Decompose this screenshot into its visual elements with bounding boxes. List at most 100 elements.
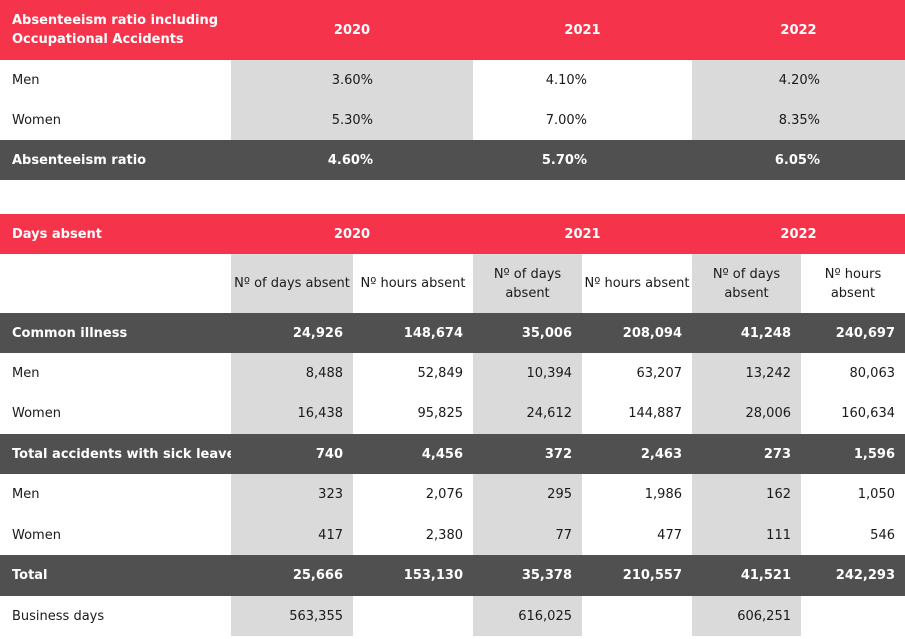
days-absent-table: Days absent 2020 2021 2022 Nº of days ab…	[0, 214, 905, 636]
ratio-cell: 3.60%	[231, 60, 473, 100]
hours-value-cell: 80,063	[849, 365, 896, 381]
days-value-cell: 28,006	[692, 393, 801, 434]
ratio-cell: 5.70%	[473, 140, 692, 180]
days-value-cell: 35,006	[473, 313, 582, 353]
subheader-hours: Nº hours absent	[824, 266, 882, 301]
subheader-days: Nº of days absent	[692, 254, 801, 313]
days-value-cell: 13,242	[692, 353, 801, 393]
days-table-body: Common illness 24,926 148,674 35,006 208,094…	[0, 313, 905, 636]
days-value-cell: 563,355	[231, 596, 353, 636]
hours-value-cell	[801, 596, 905, 636]
row-label: Women	[12, 406, 61, 421]
hours-value-cell: 144,887	[628, 406, 682, 421]
row-label: Men	[12, 487, 40, 502]
days-year-2022: 2022	[692, 214, 905, 254]
row-label: Women	[12, 527, 61, 543]
days-value-cell: 740	[231, 434, 353, 474]
hours-value-cell: 546	[870, 527, 895, 543]
days-table-title: Days absent	[0, 214, 231, 254]
days-year-2020: 2020	[231, 214, 473, 254]
hours-value-cell: 210,557	[582, 555, 692, 596]
days-row: Total accidents with sick leave 740 4,456 3…	[0, 434, 905, 474]
days-value-cell: 606,251	[692, 596, 801, 636]
days-row: Total 25,666 153,130 35,378 210,557 41,521 242…	[0, 555, 905, 596]
ratio-row-women: Women 5.30% 7.00% 8.35%	[0, 100, 905, 140]
days-value-cell: 41,248	[692, 313, 801, 353]
subheader-hours: Nº hours absent	[584, 276, 690, 291]
days-row: Business days 563,355 616,025 606,251	[0, 596, 905, 636]
absenteeism-ratio-table: Absenteeism ratio including Occupational…	[0, 0, 905, 180]
ratio-header-row: Absenteeism ratio including Occupational…	[0, 0, 905, 60]
days-value-cell: 10,394	[473, 353, 582, 393]
ratio-cell: 6.05%	[692, 140, 905, 180]
days-value-cell: 372	[473, 434, 582, 474]
days-value-cell: 24,612	[473, 393, 582, 434]
days-subheader-row: Nº of days absent Nº hours absent Nº of …	[0, 254, 905, 313]
hours-value-cell	[582, 596, 692, 636]
days-value-cell: 16,438	[231, 393, 353, 434]
ratio-cell: 8.35%	[692, 100, 905, 140]
ratio-total-row: Absenteeism ratio 4.60% 5.70% 6.05%	[0, 140, 905, 180]
row-label: Total accidents with sick leave	[0, 434, 231, 474]
days-value-cell: 273	[692, 434, 801, 474]
days-value-cell: 616,025	[473, 596, 582, 636]
row-label: Total	[0, 555, 231, 596]
ratio-year-2022: 2022	[692, 0, 905, 60]
hours-value-cell: 4,456	[353, 434, 473, 474]
hours-value-cell: 242,293	[801, 555, 905, 596]
hours-value-cell: 1,050	[857, 487, 895, 502]
hours-value-cell: 160,634	[841, 406, 895, 421]
ratio-table-title: Absenteeism ratio including Occupational…	[0, 0, 231, 60]
days-header-row: Days absent 2020 2021 2022	[0, 214, 905, 254]
days-value-cell: 295	[473, 474, 582, 515]
days-value-cell: 35,378	[473, 555, 582, 596]
hours-value-cell	[353, 596, 473, 636]
empty-cell	[0, 254, 231, 313]
hours-value-cell: 153,130	[353, 555, 473, 596]
row-label: Absenteeism ratio	[0, 140, 231, 180]
days-value-cell: 8,488	[231, 353, 353, 393]
row-label: Women	[12, 112, 61, 128]
subheader-hours: Nº hours absent	[360, 276, 466, 291]
ratio-cell: 4.10%	[545, 72, 587, 88]
days-value-cell: 41,521	[692, 555, 801, 596]
days-value-cell: 162	[692, 474, 801, 515]
hours-value-cell: 95,825	[417, 406, 464, 421]
hours-value-cell: 63,207	[636, 365, 683, 381]
subheader-days: Nº of days absent	[231, 254, 353, 313]
ratio-cell: 7.00%	[545, 112, 587, 128]
days-value-cell: 111	[692, 515, 801, 555]
hours-value-cell: 2,380	[425, 527, 463, 543]
hours-value-cell: 2,463	[582, 434, 692, 474]
days-row: Common illness 24,926 148,674 35,006 208,094…	[0, 313, 905, 353]
row-label: Men	[12, 365, 40, 381]
ratio-cell: 4.60%	[231, 140, 473, 180]
row-label: Men	[12, 72, 40, 88]
days-row: Women 16,438 95,825 24,612 144,887 28,006 160,…	[0, 393, 905, 434]
hours-value-cell: 1,986	[644, 487, 682, 502]
days-row: Men 8,488 52,849 10,394 63,207 13,242 80,063	[0, 353, 905, 393]
subheader-days: Nº of days absent	[473, 254, 582, 313]
hours-value-cell: 240,697	[801, 313, 905, 353]
ratio-year-2020: 2020	[231, 0, 473, 60]
ratio-year-2021: 2021	[473, 0, 692, 60]
ratio-row-men: Men 3.60% 4.10% 4.20%	[0, 60, 905, 100]
ratio-cell: 5.30%	[231, 100, 473, 140]
days-year-2021: 2021	[473, 214, 692, 254]
days-value-cell: 417	[231, 515, 353, 555]
days-row: Women 417 2,380 77 477 111 546	[0, 515, 905, 555]
hours-value-cell: 1,596	[801, 434, 905, 474]
hours-value-cell: 208,094	[582, 313, 692, 353]
days-row: Men 323 2,076 295 1,986 162 1,050	[0, 474, 905, 515]
days-value-cell: 77	[473, 515, 582, 555]
row-label: Business days	[12, 608, 105, 624]
hours-value-cell: 477	[657, 527, 682, 543]
row-label: Common illness	[0, 313, 231, 353]
days-value-cell: 24,926	[231, 313, 353, 353]
hours-value-cell: 148,674	[353, 313, 473, 353]
ratio-cell: 4.20%	[692, 60, 905, 100]
hours-value-cell: 52,849	[417, 365, 464, 381]
hours-value-cell: 2,076	[425, 487, 463, 502]
days-value-cell: 25,666	[231, 555, 353, 596]
days-value-cell: 323	[231, 474, 353, 515]
